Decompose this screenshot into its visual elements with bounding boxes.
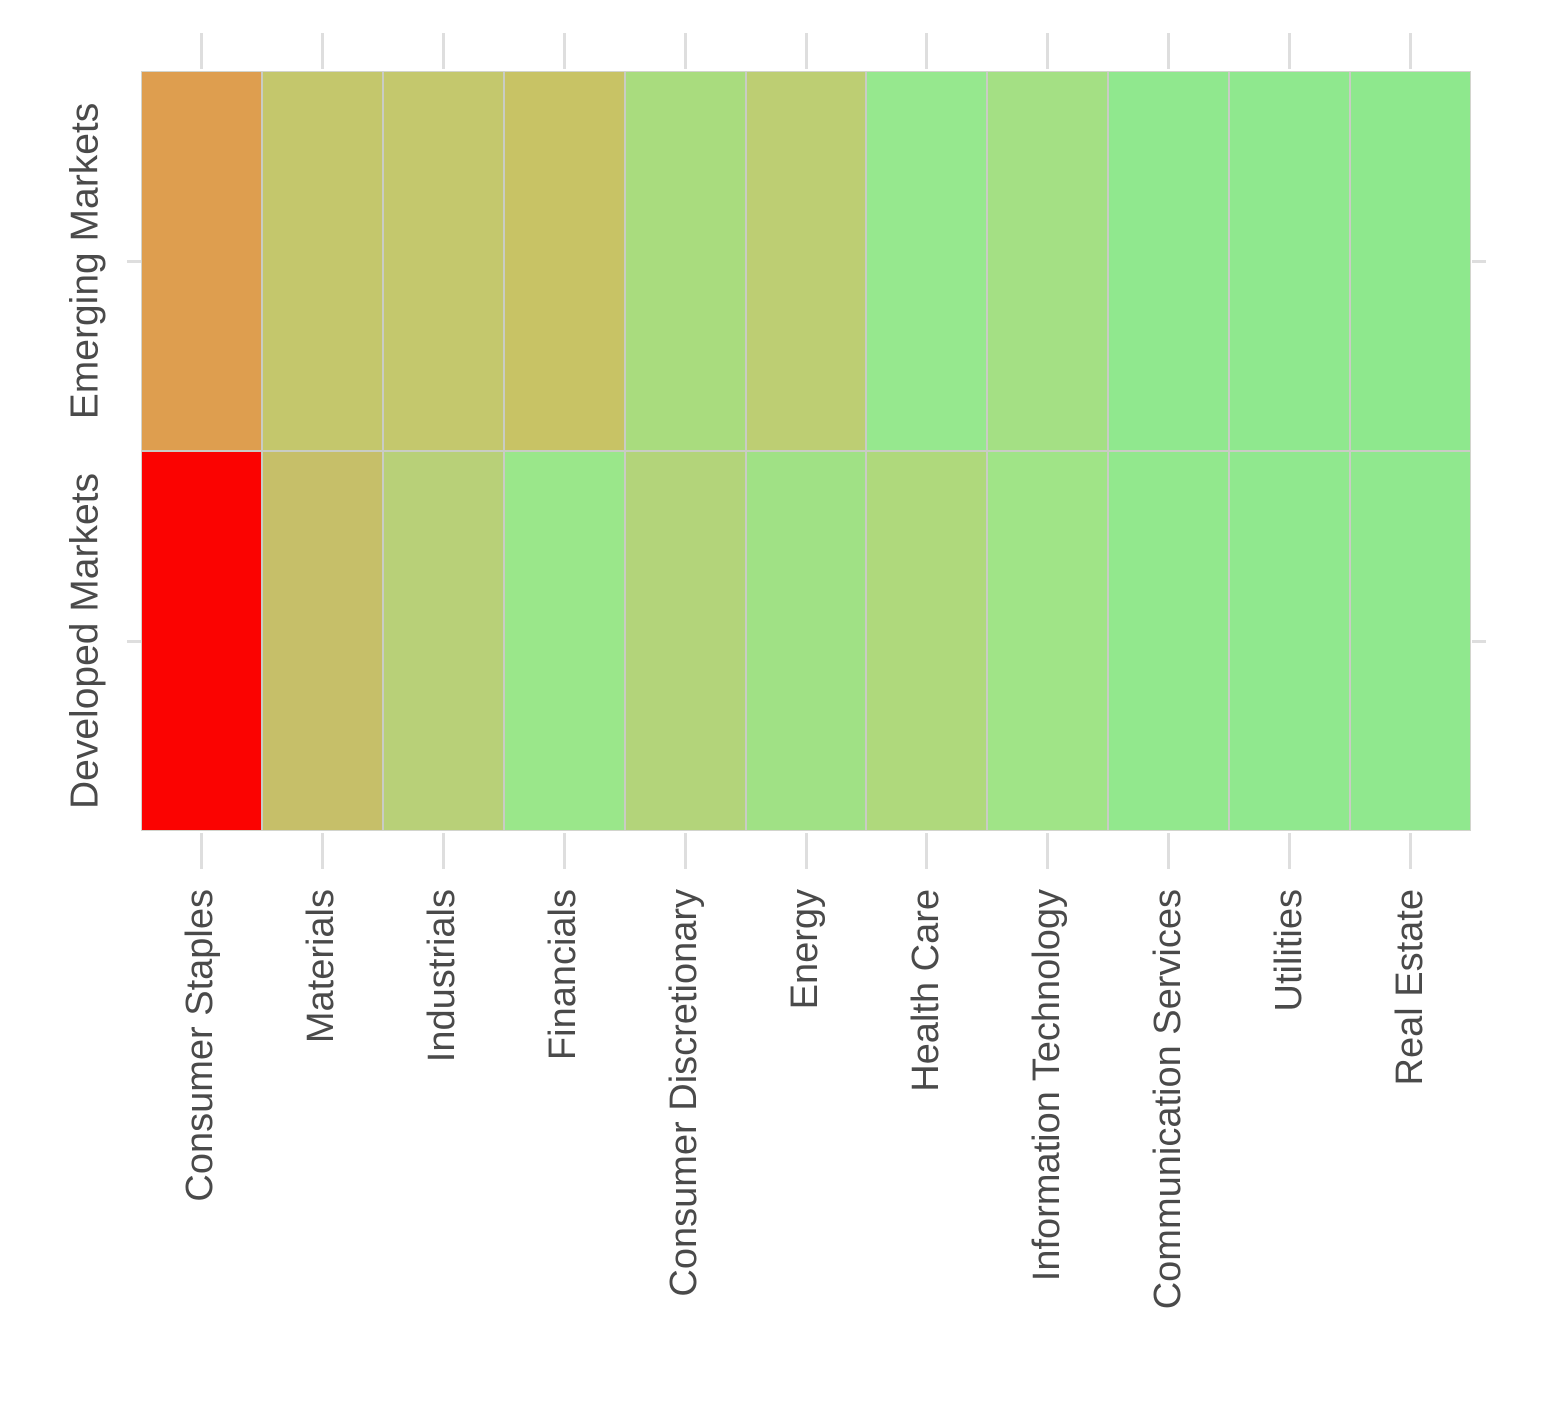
x-axis-label: Industrials bbox=[421, 889, 464, 1063]
heatmap-cell[interactable] bbox=[1109, 452, 1229, 830]
heatmap-cell[interactable] bbox=[746, 452, 866, 830]
x-axis-tick-bottom bbox=[320, 833, 324, 869]
heatmap-cell[interactable] bbox=[142, 452, 261, 830]
heatmap-cell[interactable] bbox=[625, 72, 745, 450]
heatmap-cell[interactable] bbox=[1351, 452, 1470, 830]
heatmap-cell[interactable] bbox=[504, 72, 624, 450]
heatmap-cell[interactable] bbox=[1109, 72, 1229, 450]
x-axis-label: Communication Services bbox=[1146, 889, 1189, 1310]
x-axis-label: Utilities bbox=[1267, 889, 1310, 1012]
x-axis-tick-bottom bbox=[804, 833, 808, 869]
x-axis-label: Real Estate bbox=[1388, 889, 1431, 1086]
x-axis-tick-top bbox=[320, 33, 324, 69]
x-axis-tick-top bbox=[441, 33, 445, 69]
x-axis-tick-top bbox=[1046, 33, 1050, 69]
x-axis-tick-top bbox=[1409, 33, 1413, 69]
heatmap-cell[interactable] bbox=[867, 72, 987, 450]
y-axis-tick-right bbox=[1472, 639, 1486, 643]
y-axis-label: Developed Markets bbox=[63, 473, 107, 809]
heatmap-cell[interactable] bbox=[383, 452, 503, 830]
x-axis-label: Financials bbox=[542, 889, 585, 1061]
y-axis-tick-right bbox=[1472, 259, 1486, 263]
x-axis-label: Materials bbox=[300, 889, 343, 1044]
heatmap-cell[interactable] bbox=[1230, 72, 1350, 450]
x-axis-tick-bottom bbox=[1409, 833, 1413, 869]
x-axis-label: Consumer Discretionary bbox=[663, 889, 706, 1297]
heatmap-cell[interactable] bbox=[383, 72, 503, 450]
heatmap-cell[interactable] bbox=[262, 452, 382, 830]
heatmap-cell[interactable] bbox=[142, 72, 261, 450]
heatmap-cell[interactable] bbox=[988, 452, 1108, 830]
heatmap-cell[interactable] bbox=[988, 72, 1108, 450]
heatmap-plot-area bbox=[141, 71, 1471, 831]
x-axis-tick-bottom bbox=[562, 833, 566, 869]
x-axis-tick-bottom bbox=[683, 833, 687, 869]
x-axis-tick-top bbox=[562, 33, 566, 69]
x-axis-label: Health Care bbox=[905, 889, 948, 1092]
y-axis-tick-left bbox=[127, 259, 141, 263]
x-axis-tick-top bbox=[1167, 33, 1171, 69]
x-axis-tick-bottom bbox=[1046, 833, 1050, 869]
heatmap-cell[interactable] bbox=[1351, 72, 1470, 450]
y-axis-tick-left bbox=[127, 639, 141, 643]
x-axis-label: Consumer Staples bbox=[179, 889, 222, 1202]
x-axis-tick-top bbox=[804, 33, 808, 69]
x-axis-tick-top bbox=[1288, 33, 1292, 69]
x-axis-tick-top bbox=[925, 33, 929, 69]
x-axis-tick-bottom bbox=[925, 833, 929, 869]
heatmap-cell[interactable] bbox=[746, 72, 866, 450]
heatmap-cell[interactable] bbox=[625, 452, 745, 830]
heatmap-cell[interactable] bbox=[1230, 452, 1350, 830]
x-axis-label: Information Technology bbox=[1025, 889, 1068, 1282]
x-axis-label: Energy bbox=[784, 889, 827, 1010]
x-axis-tick-bottom bbox=[1288, 833, 1292, 869]
heatmap-cell[interactable] bbox=[262, 72, 382, 450]
x-axis-tick-top bbox=[199, 33, 203, 69]
heatmap-cell[interactable] bbox=[867, 452, 987, 830]
heatmap-cell[interactable] bbox=[504, 452, 624, 830]
x-axis-tick-bottom bbox=[1167, 833, 1171, 869]
x-axis-tick-bottom bbox=[199, 833, 203, 869]
y-axis-label: Emerging Markets bbox=[63, 102, 107, 420]
x-axis-tick-top bbox=[683, 33, 687, 69]
x-axis-tick-bottom bbox=[441, 833, 445, 869]
